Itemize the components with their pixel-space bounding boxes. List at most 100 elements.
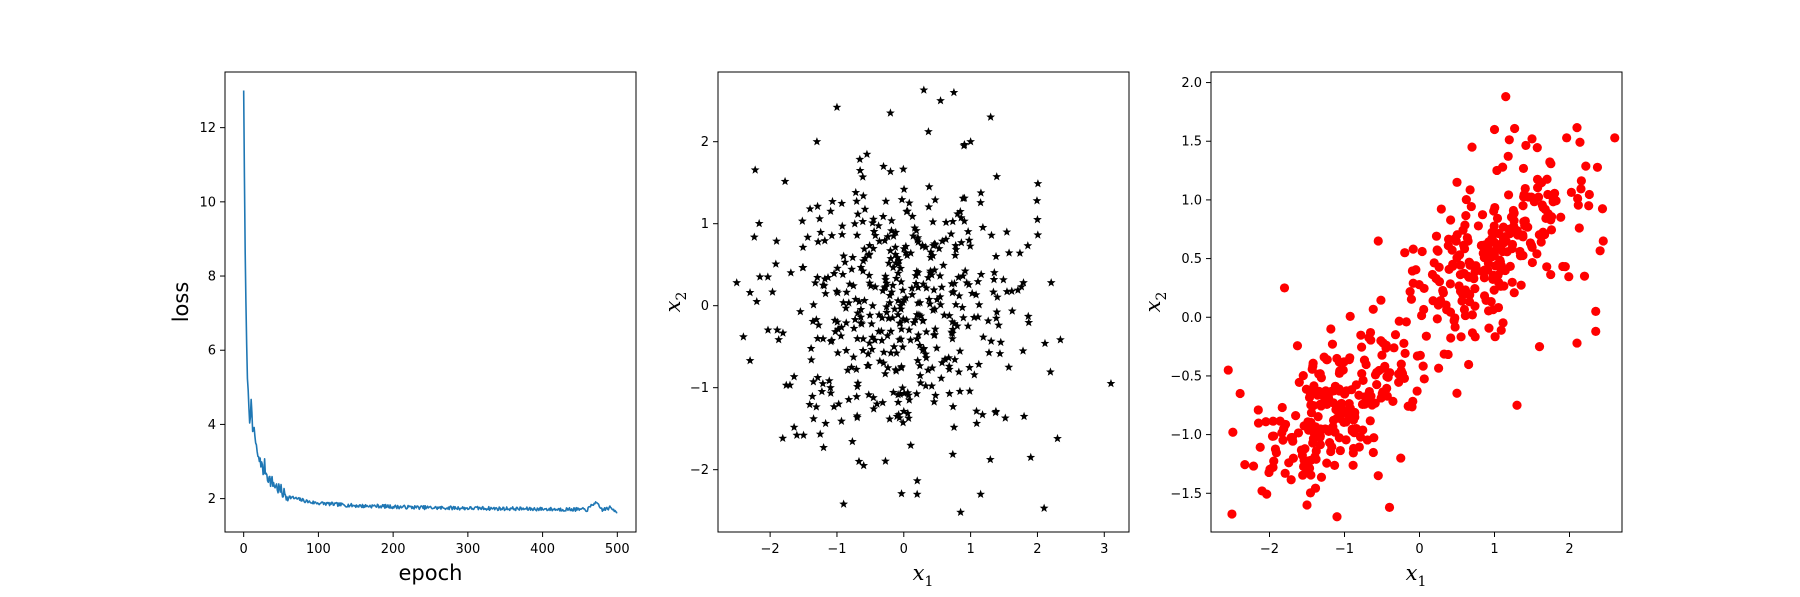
- dot-point: [1341, 386, 1352, 396]
- star-point: [904, 325, 914, 334]
- star-point: [865, 338, 874, 347]
- star-point: [823, 272, 833, 282]
- dot-point: [1489, 206, 1499, 216]
- star-point: [867, 344, 877, 354]
- star-point: [818, 334, 828, 343]
- star-point: [887, 226, 896, 235]
- star-point: [896, 277, 906, 286]
- star-point: [732, 278, 742, 287]
- dot-point: [1302, 500, 1312, 510]
- dot-point: [1479, 252, 1489, 263]
- dot-point: [1383, 372, 1393, 382]
- star-point: [898, 383, 907, 392]
- dot-point: [1456, 332, 1466, 342]
- dot-point: [1269, 431, 1279, 441]
- star-point: [899, 184, 909, 194]
- dot-point: [1396, 453, 1406, 463]
- star-point: [803, 232, 813, 241]
- dot-point: [1467, 310, 1477, 320]
- star-point: [778, 328, 788, 337]
- star-point: [890, 242, 900, 252]
- star-point: [953, 209, 962, 218]
- star-point: [893, 296, 903, 305]
- star-point: [934, 244, 944, 253]
- star-point: [1007, 286, 1017, 295]
- star-point: [838, 269, 848, 279]
- star-point: [924, 294, 934, 304]
- star-point: [862, 149, 872, 159]
- dot-point: [1286, 433, 1296, 443]
- dot-point: [1255, 442, 1265, 452]
- star-point: [912, 489, 922, 498]
- dot-point: [1419, 304, 1429, 315]
- star-point: [948, 317, 957, 326]
- dots-scatter-marks: [1223, 92, 1620, 522]
- dot-point: [1503, 190, 1514, 200]
- star-point: [860, 295, 869, 305]
- dot-point: [1464, 359, 1474, 370]
- star-point: [874, 310, 884, 319]
- dot-point: [1401, 317, 1411, 327]
- dot-point: [1306, 388, 1316, 398]
- dot-point: [1521, 140, 1531, 151]
- star-point: [1032, 196, 1042, 205]
- star-point: [824, 376, 834, 385]
- star-point: [878, 398, 888, 407]
- dot-point: [1378, 338, 1388, 348]
- star-point: [774, 335, 784, 344]
- star-point: [832, 286, 842, 296]
- loss-x-tick-label-1: 100: [306, 542, 331, 557]
- star-point: [901, 248, 911, 257]
- star-point: [928, 217, 938, 226]
- star-point: [844, 298, 854, 307]
- dot-point: [1286, 475, 1296, 485]
- star-point: [852, 413, 862, 422]
- dot-point: [1223, 365, 1233, 375]
- dot-point: [1303, 417, 1313, 427]
- star-point: [857, 319, 867, 328]
- dot-point: [1455, 260, 1466, 270]
- dot-point: [1306, 408, 1317, 418]
- dot-point: [1326, 446, 1336, 457]
- dot-point: [1376, 393, 1386, 403]
- star-point: [954, 291, 964, 300]
- star-point: [755, 272, 765, 281]
- dot-point: [1510, 123, 1520, 134]
- dots-x-tick-label-3: 1: [1490, 542, 1498, 557]
- star-point: [921, 349, 931, 358]
- dot-point: [1452, 253, 1462, 263]
- star-point: [832, 102, 842, 111]
- star-point: [894, 410, 904, 419]
- star-point: [1004, 248, 1014, 257]
- star-point: [912, 389, 922, 398]
- star-point: [911, 271, 921, 280]
- dot-point: [1280, 468, 1290, 478]
- dot-point: [1406, 294, 1417, 304]
- dot-point: [1359, 355, 1370, 365]
- star-point: [874, 221, 883, 230]
- dot-point: [1470, 284, 1480, 294]
- star-point: [819, 442, 828, 452]
- star-point: [1033, 230, 1043, 239]
- dot-point: [1518, 250, 1528, 261]
- star-point: [937, 236, 947, 245]
- dot-point: [1487, 227, 1497, 237]
- dot-point: [1452, 177, 1462, 187]
- star-point: [896, 304, 906, 313]
- dot-point: [1532, 249, 1542, 259]
- star-point: [893, 253, 902, 262]
- star-point: [995, 349, 1005, 358]
- star-point: [907, 290, 917, 299]
- star-point: [984, 348, 994, 357]
- star-point: [839, 499, 849, 508]
- star-point: [908, 231, 918, 240]
- star-point: [837, 230, 847, 239]
- star-point: [880, 236, 890, 245]
- star-point: [860, 244, 869, 253]
- dot-point: [1308, 361, 1318, 371]
- dot-point: [1315, 369, 1325, 379]
- star-point: [924, 182, 934, 191]
- star-point: [882, 307, 892, 317]
- star-point: [833, 348, 843, 357]
- star-point: [901, 241, 911, 251]
